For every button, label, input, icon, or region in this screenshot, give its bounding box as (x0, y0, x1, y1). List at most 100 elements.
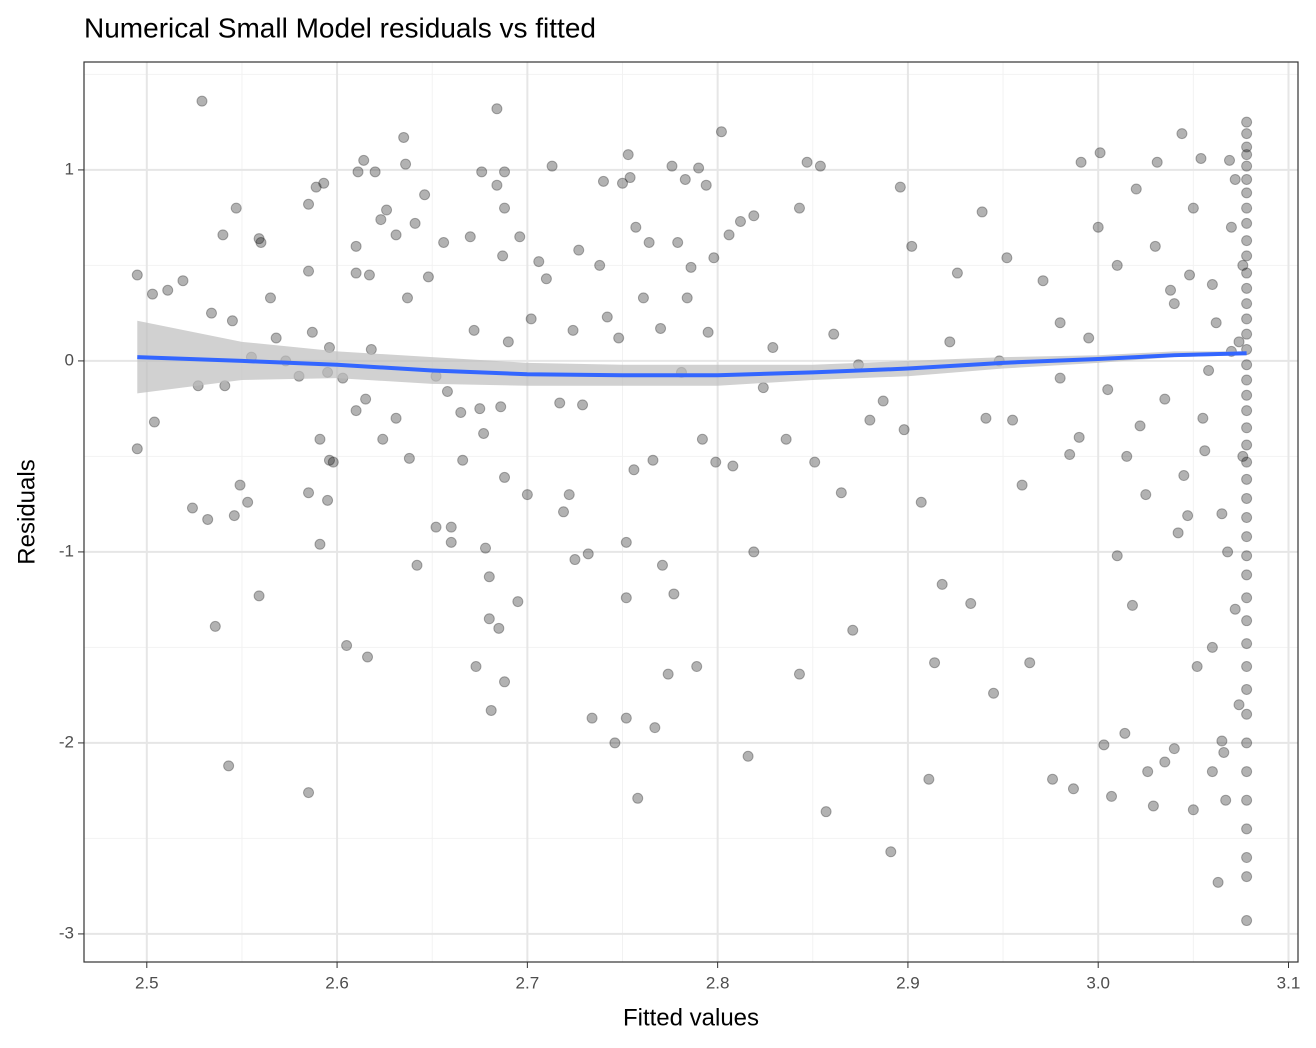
point (1241, 473, 1253, 485)
point (1206, 766, 1218, 778)
point (1241, 141, 1253, 153)
point (700, 179, 712, 191)
point (616, 177, 628, 189)
point (1111, 259, 1123, 271)
point (1206, 279, 1218, 291)
point (702, 326, 714, 338)
point (1147, 800, 1159, 812)
point (647, 454, 659, 466)
point (476, 166, 488, 178)
point (327, 456, 339, 468)
point (401, 292, 413, 304)
point (1241, 766, 1253, 778)
point (681, 292, 693, 304)
panel-border (83, 61, 1299, 963)
point (1111, 550, 1123, 562)
point (1241, 282, 1253, 294)
point (835, 487, 847, 499)
x-tick-label: 3.0 (1086, 973, 1110, 992)
point (457, 454, 469, 466)
point (1121, 450, 1133, 462)
point (656, 559, 668, 571)
point (1037, 275, 1049, 287)
point (1241, 298, 1253, 310)
point (1241, 871, 1253, 883)
point (1241, 374, 1253, 386)
point (381, 204, 393, 216)
point (1178, 470, 1190, 482)
point (1067, 783, 1079, 795)
point (793, 668, 805, 680)
point (693, 162, 705, 174)
point (1241, 235, 1253, 247)
point (1184, 269, 1196, 281)
point (377, 433, 389, 445)
point (1241, 852, 1253, 864)
point (255, 236, 267, 248)
point (419, 189, 431, 201)
point (310, 181, 322, 193)
point (1119, 727, 1131, 739)
point (148, 416, 160, 428)
point (205, 307, 217, 319)
point (1106, 790, 1118, 802)
point (1102, 384, 1114, 396)
point (322, 494, 334, 506)
point (1140, 489, 1152, 501)
point (828, 328, 840, 340)
point (131, 269, 143, 281)
point (630, 221, 642, 233)
point (894, 181, 906, 193)
point (400, 158, 412, 170)
point (1007, 414, 1019, 426)
point (1210, 317, 1222, 329)
point (223, 760, 235, 772)
point (314, 538, 326, 550)
point (1241, 128, 1253, 140)
point (1203, 364, 1215, 376)
point (715, 126, 727, 138)
point (360, 393, 372, 405)
point (1241, 217, 1253, 229)
point (655, 322, 667, 334)
point (1149, 240, 1161, 252)
point (497, 250, 509, 262)
point (1218, 746, 1230, 758)
x-axis-label: Fitted values (623, 1004, 759, 1031)
point (1222, 546, 1234, 558)
point (601, 311, 613, 323)
y-tick-label: -3 (59, 923, 74, 942)
confidence-band (137, 320, 1247, 394)
point (303, 265, 315, 277)
point (202, 513, 214, 525)
point (1241, 422, 1253, 434)
x-tick-label: 2.9 (896, 973, 920, 992)
point (502, 336, 514, 348)
point (1001, 252, 1013, 264)
point (988, 687, 1000, 699)
point (597, 175, 609, 187)
point (1241, 456, 1253, 468)
point (186, 502, 198, 514)
point (264, 292, 276, 304)
point (514, 231, 526, 243)
point (131, 443, 143, 455)
point (847, 624, 859, 636)
point (936, 578, 948, 590)
point (270, 332, 282, 344)
point (217, 229, 229, 241)
point (1047, 773, 1059, 785)
point (438, 236, 450, 248)
point (609, 737, 621, 749)
point (1241, 202, 1253, 214)
point (613, 332, 625, 344)
point (980, 412, 992, 424)
point (1054, 372, 1066, 384)
point (318, 177, 330, 189)
point (1241, 512, 1253, 524)
point (1187, 804, 1199, 816)
point (323, 454, 335, 466)
point (620, 592, 632, 604)
point (708, 252, 720, 264)
point (499, 676, 511, 688)
